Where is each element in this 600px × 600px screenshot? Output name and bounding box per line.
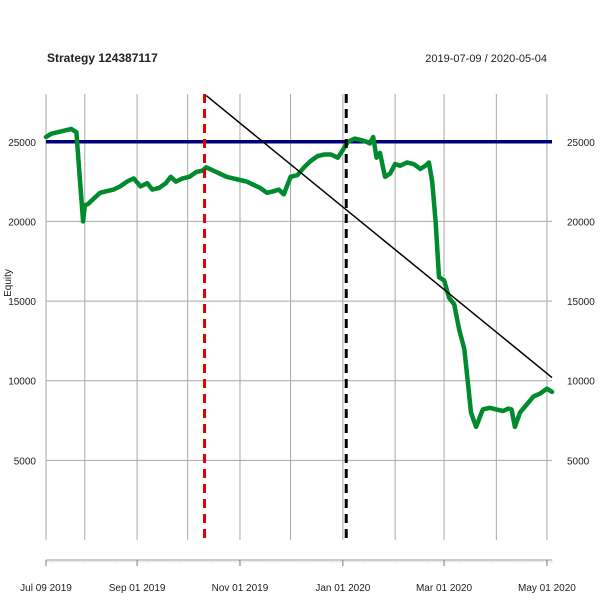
chart-title: Strategy 124387117	[47, 51, 158, 65]
y-tick-right-3: 20000	[567, 217, 595, 228]
y-tick-left-0: 5000	[14, 456, 37, 467]
y-tick-right-4: 25000	[567, 138, 595, 149]
x-tick-label-0: Jul 09 2019	[20, 583, 72, 594]
y-tick-labels-left: 5000 10000 15000 20000 25000	[8, 138, 36, 468]
x-tick-label-3: Jan 01 2020	[315, 583, 370, 594]
x-tick-label-4: Mar 01 2020	[416, 583, 473, 594]
y-axis-label: Equity	[3, 269, 14, 297]
y-tick-right-1: 10000	[567, 377, 595, 388]
equity-series-line	[43, 126, 555, 430]
y-tick-right-2: 15000	[567, 297, 595, 308]
y-tick-left-1: 10000	[8, 377, 36, 388]
y-tick-right-0: 5000	[567, 456, 590, 467]
date-range: 2019-07-09 / 2020-05-04	[425, 53, 547, 65]
y-tick-labels-right: 5000 10000 15000 20000 25000	[567, 138, 595, 468]
x-axis: Jul 09 2019 Sep 01 2019 Nov 01 2019 Jan 01 …	[20, 559, 576, 594]
y-tick-left-2: 15000	[8, 297, 36, 308]
trend-line	[205, 95, 553, 379]
y-tick-left-4: 25000	[8, 138, 36, 149]
grid-lines	[45, 94, 552, 540]
x-tick-label-2: Nov 01 2019	[212, 583, 269, 594]
chart-marks	[43, 94, 555, 540]
x-tick-label-1: Sep 01 2019	[109, 583, 166, 594]
y-tick-left-3: 20000	[8, 217, 36, 228]
x-tick-label-5: May 01 2020	[518, 583, 576, 594]
